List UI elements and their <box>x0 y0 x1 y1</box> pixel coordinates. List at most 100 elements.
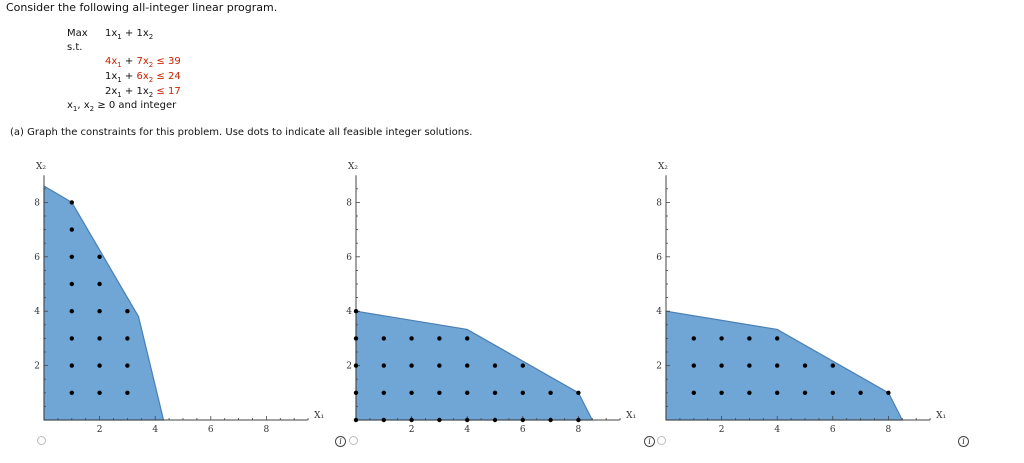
feasible-point <box>69 254 74 259</box>
graph-option-3[interactable]: 2 4 6 8 2 4 6 8 X₁ X₂ <box>642 148 952 448</box>
radio-option-1[interactable] <box>37 436 46 445</box>
y-axis-label: X₂ <box>348 162 358 172</box>
x-tick-label: 8 <box>264 425 270 435</box>
feasible-point <box>353 390 359 395</box>
feasible-point <box>775 336 780 341</box>
constraint-3: 2x1 + 1x2 ≤ 17 <box>105 86 181 99</box>
feasible-point <box>492 390 498 395</box>
y-tick-label: 6 <box>346 253 352 263</box>
feasible-point <box>409 417 414 423</box>
y-tick-label: 8 <box>34 198 40 208</box>
feasible-point <box>830 363 835 368</box>
x-tick-label: 8 <box>576 425 582 435</box>
feasible-point <box>97 281 102 287</box>
y-tick-label: 4 <box>34 307 40 317</box>
feasible-point <box>719 390 724 395</box>
x-tick-label: 2 <box>719 425 725 435</box>
y-tick-label: 2 <box>34 362 40 372</box>
feasible-point <box>691 363 696 368</box>
feasible-point <box>492 417 498 423</box>
feasible-point <box>465 390 470 395</box>
feasible-point <box>691 336 696 341</box>
feasible-point <box>747 363 752 368</box>
feasible-point <box>409 336 414 341</box>
feasible-point <box>747 336 752 341</box>
feasible-point <box>520 363 525 368</box>
feasible-point <box>125 390 130 395</box>
constraint-1: 4x1 + 7x2 ≤ 39 <box>105 56 181 69</box>
info-icon[interactable]: i <box>335 436 346 447</box>
y-tick-label: 2 <box>346 362 352 372</box>
graph-option-2[interactable]: 2 4 6 8 2 4 6 8 X₁ X₂ <box>332 148 642 448</box>
feasible-point <box>353 417 359 423</box>
feasible-point <box>437 390 442 395</box>
feasible-point <box>69 336 74 341</box>
feasible-point <box>719 363 724 368</box>
feasible-point <box>437 363 442 368</box>
feasible-region <box>43 185 165 421</box>
feasible-point <box>97 336 102 341</box>
y-axis-label: X₂ <box>36 162 46 172</box>
feasible-point <box>125 336 130 341</box>
x-tick-label: 2 <box>409 425 415 435</box>
info-icon[interactable]: i <box>644 436 655 447</box>
feasible-point <box>775 390 780 395</box>
nonnegativity-constraint: x1, x2 ≥ 0 and integer <box>67 100 177 113</box>
feasible-point <box>97 390 102 395</box>
feasible-region <box>665 310 904 421</box>
feasible-point <box>125 363 130 368</box>
feasible-point <box>69 390 74 395</box>
feasible-point <box>465 363 470 368</box>
graph-canvas: 2 4 6 8 2 4 6 8 X₁ X₂ <box>346 162 636 435</box>
feasible-point <box>719 336 724 341</box>
constraint-2: 1x1 + 6x2 ≤ 24 <box>105 71 181 84</box>
objective-function: 1x1 + 1x2 <box>105 28 154 41</box>
feasible-point <box>97 309 102 314</box>
x-tick-label: 6 <box>830 425 836 435</box>
feasible-point <box>492 363 498 368</box>
radio-option-3[interactable] <box>657 436 666 445</box>
y-tick-label: 2 <box>656 362 662 372</box>
graph-canvas: 2 4 6 8 2 4 6 8 X₁ X₂ <box>34 162 324 435</box>
feasible-point <box>520 390 525 395</box>
intro-text: Consider the following all-integer linea… <box>6 1 278 14</box>
y-axis-label: X₂ <box>658 162 668 172</box>
feasible-point <box>353 363 359 368</box>
x-axis-label: X₁ <box>314 411 324 421</box>
feasible-point <box>520 417 525 423</box>
feasible-point <box>548 390 553 395</box>
x-axis-label: X₁ <box>626 411 636 421</box>
feasible-point <box>465 336 470 341</box>
max-label: Max <box>67 28 88 39</box>
feasible-point <box>437 336 442 341</box>
x-axis-label: X₁ <box>936 411 946 421</box>
graph-option-1[interactable]: 2 4 6 8 2 4 6 8 X₁ X₂ <box>20 148 330 448</box>
feasible-point <box>69 363 74 368</box>
x-tick-label: 4 <box>774 425 780 435</box>
feasible-point <box>465 417 470 423</box>
radio-option-2[interactable] <box>349 436 358 445</box>
feasible-point <box>548 417 553 423</box>
y-tick-label: 6 <box>34 253 40 263</box>
feasible-point <box>125 309 130 314</box>
feasible-point <box>802 363 808 368</box>
feasible-point <box>381 417 386 423</box>
feasible-point <box>802 390 808 395</box>
feasible-point <box>747 390 752 395</box>
x-tick-label: 2 <box>97 425 103 435</box>
x-tick-label: 6 <box>520 425 526 435</box>
feasible-point <box>97 363 102 368</box>
y-tick-label: 4 <box>656 307 662 317</box>
y-tick-label: 8 <box>656 198 662 208</box>
feasible-point <box>381 390 386 395</box>
feasible-point <box>381 336 386 341</box>
feasible-point <box>691 390 696 395</box>
feasible-point <box>353 336 359 341</box>
info-icon[interactable]: i <box>958 436 969 447</box>
feasible-point <box>69 227 74 232</box>
feasible-point <box>830 390 835 395</box>
feasible-point <box>353 309 359 314</box>
x-tick-label: 8 <box>886 425 892 435</box>
feasible-point <box>886 390 891 395</box>
y-tick-label: 8 <box>346 198 352 208</box>
